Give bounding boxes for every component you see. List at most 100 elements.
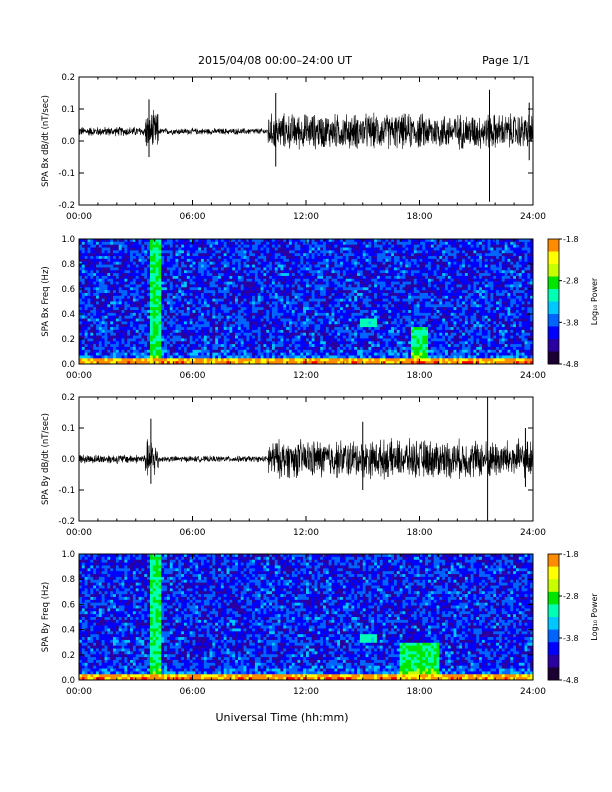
heatmap-cell (291, 329, 296, 334)
heatmap-cell (175, 352, 179, 356)
heatmap-cell (232, 310, 236, 314)
heatmap-cell (266, 295, 270, 300)
heatmap-cell (203, 267, 208, 271)
heatmap-cell (254, 298, 259, 302)
heatmap-cell (260, 304, 264, 308)
heatmap-cell (331, 241, 335, 246)
heatmap-cell (240, 278, 244, 283)
heatmap-cell (371, 267, 375, 271)
heatmap-cell (218, 310, 222, 314)
heatmap-cell (260, 239, 264, 243)
heatmap-cell (283, 332, 287, 336)
heatmap-cell (84, 355, 88, 359)
heatmap-cell (127, 346, 131, 351)
heatmap-cell (226, 292, 230, 297)
heatmap-cell (274, 344, 279, 348)
heatmap-cell (96, 295, 100, 300)
heatmap-cell (181, 358, 185, 362)
heatmap-cell (382, 307, 386, 311)
heatmap-cell (379, 292, 384, 297)
heatmap-cell (288, 278, 293, 283)
heatmap-cell (286, 301, 290, 305)
heatmap-cell (266, 335, 270, 339)
heatmap-cell (235, 349, 239, 354)
heatmap-cell (371, 298, 375, 302)
heatmap-cell (263, 239, 267, 243)
heatmap-cell (79, 344, 83, 348)
heatmap-cell (376, 346, 381, 351)
heatmap-cell (149, 273, 154, 277)
heatmap-cell (357, 338, 361, 342)
heatmap-cell (317, 290, 321, 294)
heatmap-cell (243, 247, 247, 251)
heatmap-cell (81, 358, 86, 362)
heatmap-cell (232, 315, 236, 319)
heatmap-cell (365, 312, 369, 317)
heatmap-cell (110, 267, 114, 271)
heatmap-cell (189, 352, 193, 356)
heatmap-cell (235, 312, 239, 317)
heatmap-cell (189, 292, 193, 297)
heatmap-cell (113, 287, 117, 291)
heatmap-cell (186, 241, 191, 246)
heatmap-cell (209, 312, 213, 317)
heatmap-cell (274, 327, 279, 331)
heatmap-cell (393, 241, 398, 246)
heatmap-cell (175, 241, 179, 246)
heatmap-cell (147, 327, 151, 331)
heatmap-cell (152, 273, 157, 277)
heatmap-cell (351, 315, 355, 319)
heatmap-cell (166, 315, 171, 319)
heatmap-cell (135, 292, 139, 297)
heatmap-cell (223, 278, 227, 283)
heatmap-cell (354, 275, 358, 280)
heatmap-cell (186, 327, 191, 331)
heatmap-cell (337, 250, 341, 254)
heatmap-cell (138, 264, 142, 268)
heatmap-cell (393, 267, 398, 271)
heatmap-cell (93, 247, 97, 251)
heatmap-cell (388, 349, 392, 354)
heatmap-cell (300, 290, 304, 294)
heatmap-cell (385, 315, 389, 319)
heatmap-cell (266, 307, 270, 311)
heatmap-cell (161, 307, 165, 311)
heatmap-cell (87, 352, 91, 356)
heatmap-cell (229, 312, 233, 317)
heatmap-cell (166, 321, 171, 325)
heatmap-cell (368, 258, 372, 263)
heatmap-cell (158, 341, 162, 345)
heatmap-cell (124, 292, 128, 297)
heatmap-cell (98, 278, 103, 283)
heatmap-cell (152, 295, 157, 300)
heatmap-cell (291, 346, 296, 351)
heatmap-cell (237, 278, 242, 283)
heatmap-cell (345, 315, 349, 319)
heatmap-cell (110, 344, 114, 348)
heatmap-cell (362, 239, 366, 243)
heatmap-cell (334, 253, 338, 257)
heatmap-cell (365, 310, 369, 314)
heatmap-cell (382, 298, 386, 302)
heatmap-cell (93, 355, 97, 359)
heatmap-cell (371, 273, 375, 277)
heatmap-cell (81, 292, 86, 297)
heatmap-cell (240, 321, 244, 325)
heatmap-cell (374, 253, 378, 257)
heatmap-cell (121, 355, 125, 359)
heatmap-cell (101, 304, 105, 308)
heatmap-cell (169, 290, 174, 294)
heatmap-cell (388, 278, 392, 283)
heatmap-cell (192, 290, 196, 294)
heatmap-cell (249, 315, 253, 319)
heatmap-cell (132, 327, 137, 331)
heatmap-cell (385, 301, 389, 305)
heatmap-cell (297, 290, 301, 294)
heatmap-cell (90, 275, 94, 280)
heatmap-cell (243, 275, 247, 280)
heatmap-cell (311, 258, 315, 263)
heatmap-cell (201, 361, 205, 365)
heatmap-cell (121, 295, 125, 300)
heatmap-cell (331, 341, 335, 345)
heatmap-cell (161, 321, 165, 325)
